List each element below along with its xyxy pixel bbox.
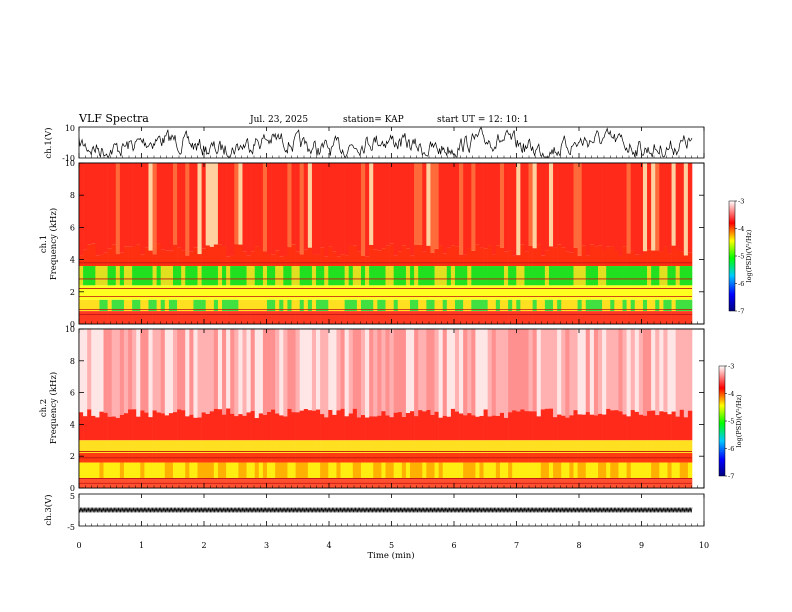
ch1-colorbar-tick--5: -5: [738, 253, 744, 261]
xtick-3: 3: [264, 541, 269, 550]
ch1-colorbar-label: log(PSD)(V²/Hz): [745, 229, 753, 282]
ch1-colorbar-tick--7: -7: [738, 308, 744, 316]
ch1-colorbar-tick--6: -6: [738, 280, 744, 288]
ch1-spec-ytick-2: 2: [70, 288, 75, 297]
ch3-ytick-bottom: -5: [67, 523, 75, 532]
xtick-4: 4: [326, 541, 331, 550]
panel-ch3-waveform: 5 -5 ch.3(V): [43, 492, 705, 532]
ch2-colorbar-tick--4: -4: [728, 390, 734, 398]
ch2-spec-ylabel-line1: ch.2: [39, 399, 49, 417]
ch2-spec-ytick-0: 0: [70, 484, 75, 493]
xtick-5: 5: [389, 541, 394, 550]
panel-ch1-waveform: 10 -10 ch.1(V): [43, 124, 705, 163]
ch1-spectrogram-image: [79, 163, 693, 324]
ch2-spectrogram-image: [79, 329, 693, 488]
ch2-spec-ytick-6: 6: [70, 389, 75, 398]
ch1-spec-ytick-6: 6: [70, 223, 75, 232]
ch2-spec-ylabel-line2: Frequency (kHz): [48, 372, 59, 444]
ch1-colorbar-tick--4: -4: [738, 225, 744, 233]
ch1-ytick-top: 10: [65, 124, 75, 133]
figure-title: VLF Spectra: [78, 112, 149, 125]
ch1-waveform-line: [78, 127, 693, 158]
xaxis-label: Time (min): [367, 550, 414, 561]
ch1-spec-ylabel-line2: Frequency (kHz): [48, 208, 59, 280]
xtick-6: 6: [451, 541, 456, 550]
xtick-8: 8: [576, 541, 581, 550]
ch1-spec-ytick-0: 0: [70, 320, 75, 329]
xtick-0: 0: [76, 541, 81, 550]
ch1-spec-ytick-10: 10: [65, 159, 75, 168]
xtick-9: 9: [639, 541, 644, 550]
ch1-ylabel: ch.1(V): [43, 127, 54, 158]
ch2-spec-ytick-2: 2: [70, 452, 75, 461]
ch3-waveform-line: [78, 507, 693, 513]
ch2-colorbar-tick--6: -6: [728, 445, 734, 453]
xtick-7: 7: [514, 541, 519, 550]
xtick-10: 10: [699, 541, 709, 550]
ch2-colorbar: [718, 365, 726, 477]
ch2-spec-ytick-10: 10: [65, 325, 75, 334]
ch3-ytick-top: 5: [70, 492, 75, 501]
ch2-colorbar-tick--7: -7: [728, 473, 734, 481]
header-start-time: start UT = 12: 10: 1: [437, 115, 529, 125]
header-date: Jul. 23, 2025: [249, 115, 308, 125]
xtick-1: 1: [139, 541, 144, 550]
header-station: station= KAP: [343, 115, 404, 125]
time-axis: 0 1 2 3 4 5 6 7 8 9 10: [76, 127, 709, 550]
ch1-colorbar: [728, 200, 736, 312]
xtick-2: 2: [201, 541, 206, 550]
ch2-spec-ytick-8: 8: [70, 357, 75, 366]
ch2-colorbar-tick--3: -3: [728, 363, 734, 371]
ch1-spec-ytick-8: 8: [70, 191, 75, 200]
ch1-spec-ylabel-line1: ch.1: [39, 235, 49, 253]
ch3-ylabel: ch.3(V): [43, 494, 54, 525]
ch1-spec-ytick-4: 4: [70, 256, 75, 265]
ch2-colorbar-tick--5: -5: [728, 418, 734, 426]
ch2-spec-ytick-4: 4: [70, 420, 75, 429]
ch1-ytick-bottom: -10: [62, 154, 75, 163]
ch1-colorbar-tick--3: -3: [738, 198, 744, 206]
ch2-colorbar-label: log(PSD)(V²/Hz): [735, 394, 743, 447]
